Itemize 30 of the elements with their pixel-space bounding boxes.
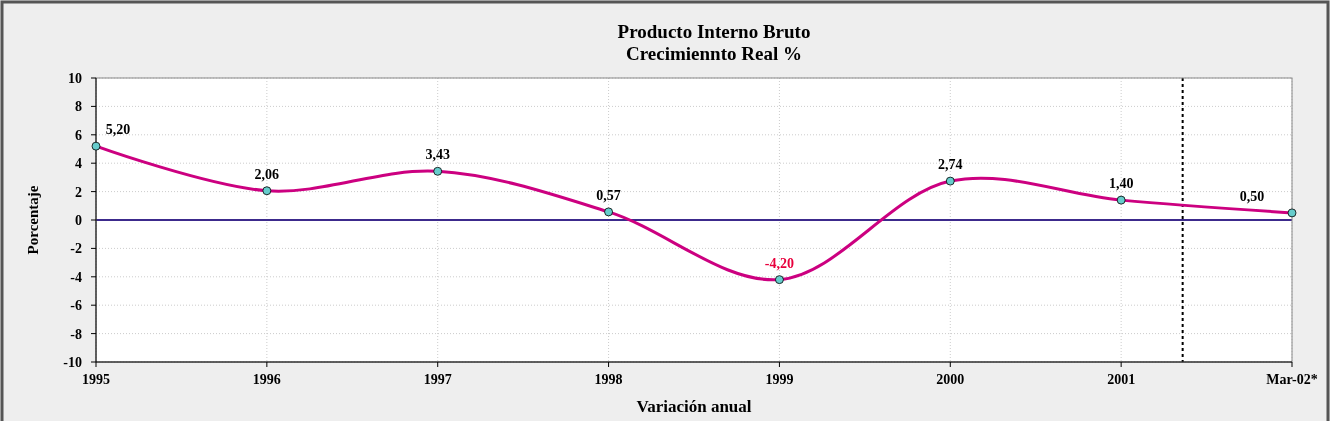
y-tick-label: -4 bbox=[70, 269, 82, 285]
data-label: 2,74 bbox=[938, 157, 963, 173]
data-label: -4,20 bbox=[764, 255, 795, 271]
y-tick-label: 4 bbox=[75, 156, 82, 172]
x-tick-label: 1999 bbox=[765, 372, 794, 387]
x-tick-label: 1995 bbox=[82, 372, 110, 387]
chart-title: Producto Interno Bruto Crecimiennto Real % bbox=[617, 21, 811, 64]
data-label: 2,06 bbox=[254, 166, 280, 182]
x-tick-label: 1998 bbox=[594, 372, 623, 387]
x-tick-label: Mar-02* bbox=[1266, 372, 1318, 387]
x-tick-label: 2001 bbox=[1107, 372, 1136, 387]
x-axis-title: Variación anual bbox=[636, 397, 752, 416]
y-tick-label: 0 bbox=[75, 212, 82, 228]
y-tick-label: -8 bbox=[70, 326, 82, 342]
y-tick-label: -10 bbox=[63, 354, 82, 370]
data-label: 0,50 bbox=[1239, 188, 1265, 204]
x-tick-label: 2000 bbox=[936, 372, 965, 387]
data-label: 0,57 bbox=[596, 187, 621, 203]
y-tick-label: 8 bbox=[75, 99, 82, 115]
y-tick-label: -6 bbox=[70, 298, 82, 314]
data-label: 5,20 bbox=[105, 122, 131, 138]
y-tick-label: -2 bbox=[70, 241, 82, 257]
y-axis-title: Porcentaje bbox=[25, 185, 41, 255]
y-tick-label: 10 bbox=[68, 70, 82, 86]
data-label: 1,40 bbox=[1108, 176, 1134, 192]
data-label: 3,43 bbox=[425, 147, 450, 163]
x-tick-label: 1997 bbox=[423, 372, 452, 387]
y-tick-label: 6 bbox=[75, 127, 82, 143]
y-tick-label: 2 bbox=[75, 184, 82, 200]
x-tick-label: 1996 bbox=[252, 372, 281, 387]
